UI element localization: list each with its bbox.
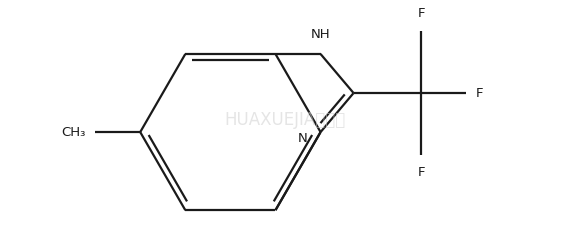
Text: F: F bbox=[475, 87, 483, 100]
Text: F: F bbox=[418, 166, 425, 179]
Text: CH₃: CH₃ bbox=[61, 126, 85, 138]
Text: NH: NH bbox=[311, 28, 331, 41]
Text: HUAXUEJIA化学加: HUAXUEJIA化学加 bbox=[224, 111, 345, 129]
Text: F: F bbox=[418, 7, 425, 20]
Text: N: N bbox=[298, 132, 308, 145]
